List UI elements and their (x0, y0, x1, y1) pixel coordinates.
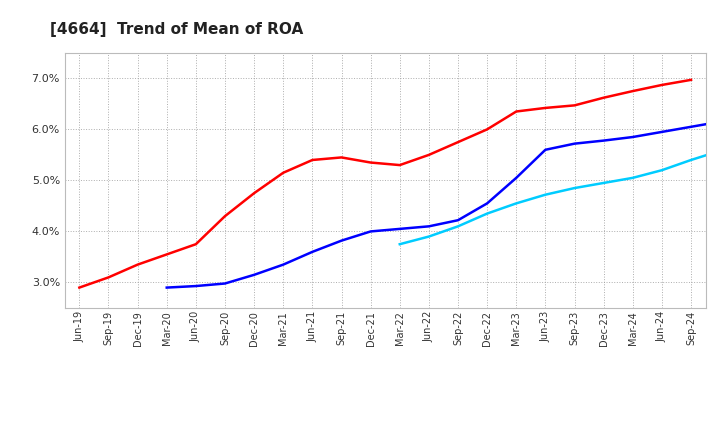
5 Years (395, 226, 404, 231)
3 Years (657, 82, 666, 88)
5 Years (716, 119, 720, 125)
Line: 5 Years: 5 Years (167, 111, 720, 288)
3 Years (337, 155, 346, 160)
3 Years (366, 160, 375, 165)
5 Years (687, 124, 696, 129)
3 Years (192, 242, 200, 247)
7 Years (687, 158, 696, 163)
7 Years (599, 180, 608, 186)
5 Years (279, 262, 287, 267)
3 Years (425, 152, 433, 158)
3 Years (629, 88, 637, 94)
5 Years (220, 281, 229, 286)
3 Years (133, 262, 142, 267)
5 Years (250, 272, 258, 278)
7 Years (395, 242, 404, 247)
3 Years (395, 162, 404, 168)
5 Years (337, 238, 346, 243)
Text: [4664]  Trend of Mean of ROA: [4664] Trend of Mean of ROA (50, 22, 304, 37)
3 Years (541, 105, 550, 110)
7 Years (512, 201, 521, 206)
3 Years (687, 77, 696, 82)
3 Years (75, 285, 84, 290)
5 Years (163, 285, 171, 290)
5 Years (570, 141, 579, 146)
3 Years (454, 139, 462, 145)
5 Years (366, 229, 375, 234)
3 Years (570, 103, 579, 108)
Line: 7 Years: 7 Years (400, 151, 720, 244)
5 Years (454, 217, 462, 223)
7 Years (425, 234, 433, 239)
5 Years (308, 249, 317, 254)
7 Years (716, 148, 720, 154)
3 Years (599, 95, 608, 100)
5 Years (425, 224, 433, 229)
7 Years (657, 168, 666, 173)
7 Years (570, 185, 579, 191)
3 Years (220, 213, 229, 219)
5 Years (657, 129, 666, 135)
3 Years (250, 191, 258, 196)
3 Years (163, 252, 171, 257)
5 Years (541, 147, 550, 152)
3 Years (279, 170, 287, 176)
7 Years (541, 192, 550, 197)
7 Years (629, 175, 637, 180)
5 Years (629, 134, 637, 139)
3 Years (512, 109, 521, 114)
5 Years (512, 175, 521, 180)
5 Years (192, 283, 200, 289)
Line: 3 Years: 3 Years (79, 80, 691, 288)
3 Years (483, 127, 492, 132)
3 Years (308, 158, 317, 163)
5 Years (599, 138, 608, 143)
5 Years (483, 201, 492, 206)
3 Years (104, 275, 113, 280)
7 Years (454, 224, 462, 229)
7 Years (483, 211, 492, 216)
